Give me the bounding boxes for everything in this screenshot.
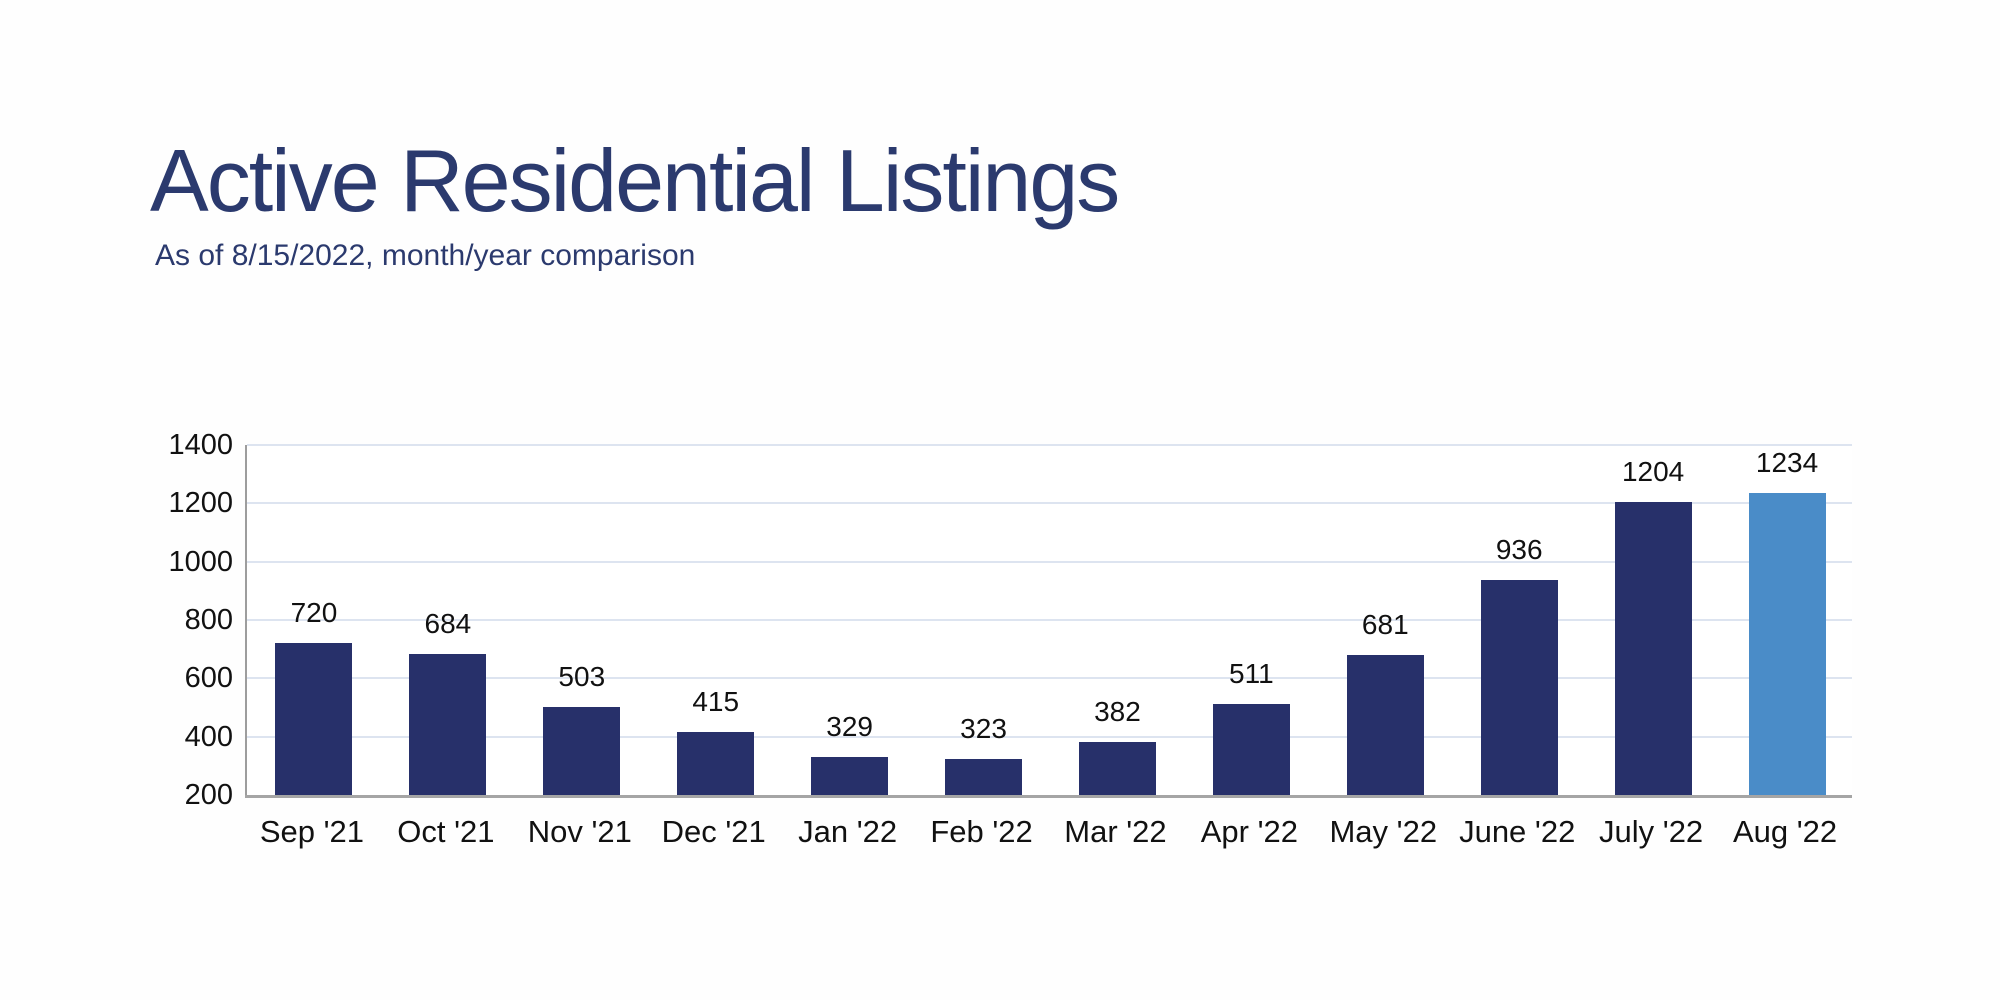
category-label: Oct '21 [397,814,495,849]
bar-value-label: 1204 [1621,456,1685,488]
y-tick-label-600: 600 [184,662,233,695]
bar-apr22 [1212,704,1290,795]
bar-chart: 720 684 503 415 329 323 382 511 681 936 1204 1234 [245,444,1852,798]
bar-july22 [1614,502,1692,795]
x-axis: Sep '21 Oct '21 Nov '21 Dec '21 Jan '22 Feb '… [245,812,1852,852]
plot-area: 720 684 503 415 329 323 382 511 681 936 1204 1234 [245,444,1852,798]
y-tick-label-1000: 1000 [168,545,233,578]
bar-jan22 [811,757,889,795]
bar-aug22 [1748,493,1826,795]
category-label: Sep '21 [259,814,365,849]
category-label: Dec '21 [661,814,766,849]
y-tick-label-400: 400 [184,720,233,753]
y-tick-label-200: 200 [184,779,233,811]
gridline-1000 [247,560,1852,563]
category-label: May '22 [1329,814,1438,849]
bar-nov21 [543,706,621,795]
gridline-1400 [247,444,1852,446]
bar-value-label: 681 [1361,608,1409,640]
bar-value-label: 720 [290,597,338,629]
bar-sep21 [275,643,353,795]
y-tick-label-1200: 1200 [168,487,233,520]
chart-title: Active Residential Listings [150,131,1120,230]
gridline-400 [247,735,1852,738]
gridline-600 [247,677,1852,680]
bar-june22 [1480,580,1558,795]
bar-value-label: 329 [826,711,873,743]
y-tick-label-800: 800 [184,604,233,636]
bar-oct21 [409,653,487,795]
bar-value-label: 415 [692,686,740,718]
bar-may22 [1346,654,1424,795]
bar-feb22 [945,759,1023,795]
category-label: Jan '22 [798,814,898,849]
y-axis: 200 400 600 800 1000 1200 1400 [120,430,233,810]
bar-mar22 [1078,741,1156,795]
bar-value-label: 684 [424,607,472,639]
x-axis-line [245,795,1852,798]
category-label: Mar '22 [1064,814,1167,849]
bar-value-label: 323 [960,713,1007,745]
chart-subtitle: As of 8/15/2022, month/year comparison [155,239,696,272]
category-label: July '22 [1599,814,1704,849]
y-tick-label-1400: 1400 [168,429,233,461]
category-label: Apr '22 [1200,814,1298,849]
bar-value-label: 936 [1495,534,1543,566]
gridline-1200 [247,502,1852,505]
category-label: Nov '21 [527,814,632,849]
bar-value-label: 1234 [1755,447,1819,479]
gridline-800 [247,619,1852,621]
bar-dec21 [677,732,755,795]
category-label: Aug '22 [1732,814,1838,849]
bar-value-label: 382 [1094,695,1141,727]
category-label: June '22 [1459,814,1576,849]
bar-value-label: 503 [558,660,606,692]
bar-value-label: 511 [1229,658,1274,690]
category-label: Feb '22 [930,814,1033,849]
